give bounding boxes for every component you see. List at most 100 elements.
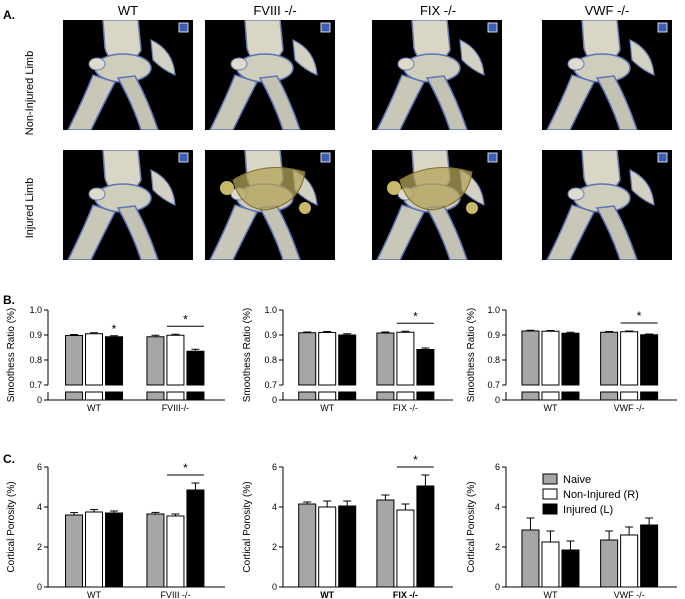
chart6-bar-naive-0 <box>521 529 540 588</box>
chart3-bar-injured-1 <box>640 334 659 386</box>
chart5-y-tick-label-0: 0 <box>272 582 277 592</box>
chart6-x-tick-label-1: VWF -/- <box>614 590 645 599</box>
chart4-y-tick-label-3: 6 <box>37 462 42 472</box>
chart2-bar-stub-injured-0 <box>338 391 357 401</box>
chart4-bar-non-injured-1 <box>166 515 185 588</box>
chart2-significance-star-0: * <box>413 309 418 323</box>
panel-a-label: A. <box>3 8 15 22</box>
chart1-y-label: Smoothess Ratio (%) <box>6 308 17 402</box>
chart2-x-tick-label-0: WT <box>320 403 334 413</box>
chart4-bar-injured-1 <box>186 489 205 588</box>
chart2-y-tick-label-2: 0.9 <box>264 330 277 340</box>
chart5-significance-star-0: * <box>413 453 418 467</box>
chart3-bar-injured-0 <box>561 332 580 386</box>
column-title-wt: WT <box>117 3 139 18</box>
chart3-bar-non-injured-1 <box>620 331 639 386</box>
chart3-bar-naive-1 <box>600 331 619 386</box>
chart1-bar-non-injured-1 <box>166 334 185 386</box>
chart4-y-tick-label-0: 0 <box>37 582 42 592</box>
chart1-bar-injured-0 <box>105 336 124 386</box>
ct-image-fviii-non-injured <box>205 20 335 130</box>
ct-image-fviii-injured <box>205 150 335 260</box>
chart5-bar-naive-0 <box>298 503 317 588</box>
column-title-fix: FIX -/- <box>419 3 457 18</box>
chart6-x-tick-label-0: WT <box>543 590 557 599</box>
chart5-y-tick-label-1: 2 <box>272 542 277 552</box>
chart6-legend-swatch-non-injured <box>542 488 558 500</box>
chart1-y-tick-label-0: 0.7 <box>29 380 42 390</box>
chart6-legend-label-non-injured: Non-Injured (R) <box>563 489 639 501</box>
chart1-bar-naive-1 <box>146 336 165 386</box>
chart1-significance-star-0: * <box>112 322 117 336</box>
chart3-y-tick-label-0: 0.7 <box>487 380 500 390</box>
chart2-y-tick-label-3: 1.0 <box>264 305 277 315</box>
chart3-y-tick-label-3: 1.0 <box>487 305 500 315</box>
chart1-significance-star-1: * <box>183 312 188 326</box>
chart5-y-tick-label-2: 4 <box>272 502 277 512</box>
ct-image-vwf-injured <box>542 150 672 260</box>
chart4-bar-non-injured-0 <box>85 511 104 588</box>
chart6-legend-label-injured: Injured (L) <box>563 504 613 516</box>
chart3-y-tick-label-1: 0.8 <box>487 355 500 365</box>
chart5-bar-injured-0 <box>338 505 357 588</box>
chart1-x-tick-label-1: FVIII-/- <box>162 403 190 413</box>
chart4-y-label: Cortical Porosity (%) <box>6 481 17 572</box>
chart2-bar-stub-injured-1 <box>416 391 435 401</box>
chart4-significance-star-0: * <box>183 461 188 475</box>
chart2-y-tick-label-1: 0.8 <box>264 355 277 365</box>
panel-b-label: B. <box>3 293 15 307</box>
chart1-bar-stub-non-injured-1 <box>166 391 185 401</box>
chart5-x-tick-label-1: FIX -/- <box>393 590 418 599</box>
chart6-bar-non-injured-0 <box>541 541 560 588</box>
chart6-bar-injured-1 <box>640 524 659 588</box>
chart1-bar-naive-0 <box>65 335 84 386</box>
chart6-bar-injured-0 <box>561 549 580 588</box>
chart6-y-tick-label-0: 0 <box>495 582 500 592</box>
chart5-x-tick-label-0: WT <box>320 590 334 599</box>
chart4-y-tick-label-1: 2 <box>37 542 42 552</box>
chart3-bar-stub-non-injured-1 <box>620 391 639 401</box>
chart2-bar-naive-0 <box>298 332 317 386</box>
chart1-bar-stub-naive-0 <box>65 391 84 401</box>
chart2-y-tick-label-zero: 0 <box>272 395 277 405</box>
chart2-bar-stub-naive-0 <box>298 391 317 401</box>
chart2-bar-non-injured-0 <box>318 332 337 386</box>
ct-image-fix-injured <box>372 150 502 260</box>
chart1-y-tick-label-zero: 0 <box>37 395 42 405</box>
chart1-y-tick-label-2: 0.9 <box>29 330 42 340</box>
chart6-y-tick-label-2: 4 <box>495 502 500 512</box>
chart1-bar-injured-1 <box>186 350 205 386</box>
chart3-bar-stub-injured-1 <box>640 391 659 401</box>
chart2-bar-stub-non-injured-1 <box>396 391 415 401</box>
chart3-y-tick-label-2: 0.9 <box>487 330 500 340</box>
chart1-bar-stub-naive-1 <box>146 391 165 401</box>
chart1-bar-non-injured-0 <box>85 333 104 386</box>
chart6-y-tick-label-3: 6 <box>495 462 500 472</box>
chart6-legend-label-naive: Naive <box>563 474 591 486</box>
chart3-y-tick-label-zero: 0 <box>495 395 500 405</box>
chart4-bar-injured-0 <box>105 512 124 588</box>
chart6-y-label: Cortical Porosity (%) <box>466 481 477 572</box>
chart2-x-tick-label-1: FIX -/- <box>393 403 418 413</box>
chart2-bar-injured-0 <box>338 334 357 386</box>
chart5-bar-naive-1 <box>376 499 395 588</box>
chart3-y-label: Smoothess Ratio (%) <box>466 308 477 402</box>
chart3-bar-naive-0 <box>521 330 540 386</box>
column-title-vwf: VWF -/- <box>584 3 630 18</box>
chart5-bar-non-injured-1 <box>396 509 415 588</box>
chart5-y-tick-label-3: 6 <box>272 462 277 472</box>
chart4-y-tick-label-2: 4 <box>37 502 42 512</box>
chart3-bar-stub-non-injured-0 <box>541 391 560 401</box>
chart1-bar-stub-injured-0 <box>105 391 124 401</box>
chart5-bar-non-injured-0 <box>318 506 337 588</box>
chart2-bar-naive-1 <box>376 332 395 386</box>
ct-image-wt-non-injured <box>63 20 193 130</box>
ct-image-fix-non-injured <box>372 20 502 130</box>
chart6-legend-swatch-naive <box>542 473 558 485</box>
chart1-bar-stub-injured-1 <box>186 391 205 401</box>
chart1-y-tick-label-1: 0.8 <box>29 355 42 365</box>
chart2-bar-stub-naive-1 <box>376 391 395 401</box>
ct-image-vwf-non-injured <box>542 20 672 130</box>
chart3-x-tick-label-1: VWF -/- <box>614 403 645 413</box>
chart1-y-tick-label-3: 1.0 <box>29 305 42 315</box>
